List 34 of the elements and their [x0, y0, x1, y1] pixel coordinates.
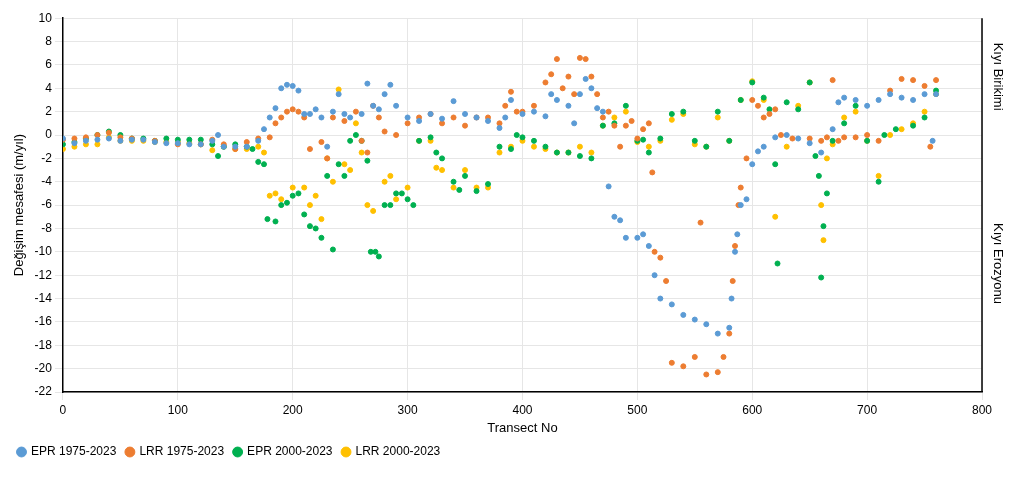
y-axis-title: Değişim mesafesi (m/yıl): [11, 133, 27, 277]
y-tick-label: -2: [41, 150, 53, 165]
x-tick-label: 400: [512, 402, 533, 417]
x-tick-label: 500: [627, 402, 648, 417]
y-tick-label: -20: [34, 360, 53, 375]
x-tick-label: 700: [857, 402, 878, 417]
x-tick-label: 600: [742, 402, 763, 417]
y-tick-label: -16: [34, 314, 53, 329]
legend-label: EPR 2000-2023: [247, 444, 333, 459]
legend-label: LRR 1975-2023: [139, 444, 225, 459]
x-tick-label: 0: [59, 402, 67, 417]
legend-label: EPR 1975-2023: [31, 444, 117, 459]
text: Kıyı Birikimi: [991, 42, 1007, 111]
x-tick-label: 800: [971, 402, 993, 417]
y-tick-label: -6: [41, 197, 53, 212]
y-tick-label: -10: [34, 244, 53, 259]
legend-label: LRR 2000-2023: [355, 444, 441, 459]
y-tick-label: -4: [41, 174, 53, 189]
x-tick-label: 300: [397, 402, 418, 417]
x-tick-label: 200: [282, 402, 304, 417]
y-tick-label: -8: [41, 220, 53, 235]
x-tick-label: 100: [167, 402, 189, 417]
y-tick-label: 10: [38, 10, 53, 25]
y-tick-label: -18: [34, 337, 53, 352]
y-tick-label: 0: [45, 127, 53, 142]
text: Kıyı Erozyonu: [991, 223, 1007, 304]
y-tick-label: 4: [45, 80, 53, 95]
x-axis-title: Transect No: [487, 419, 558, 435]
y-tick-label: 6: [45, 57, 53, 72]
y-tick-label: -12: [34, 267, 53, 282]
y-tick-label: -22: [34, 384, 53, 399]
y-tick-label: 8: [45, 33, 53, 48]
y-tick-label: 2: [45, 103, 53, 118]
y-tick-label: -14: [34, 290, 53, 305]
